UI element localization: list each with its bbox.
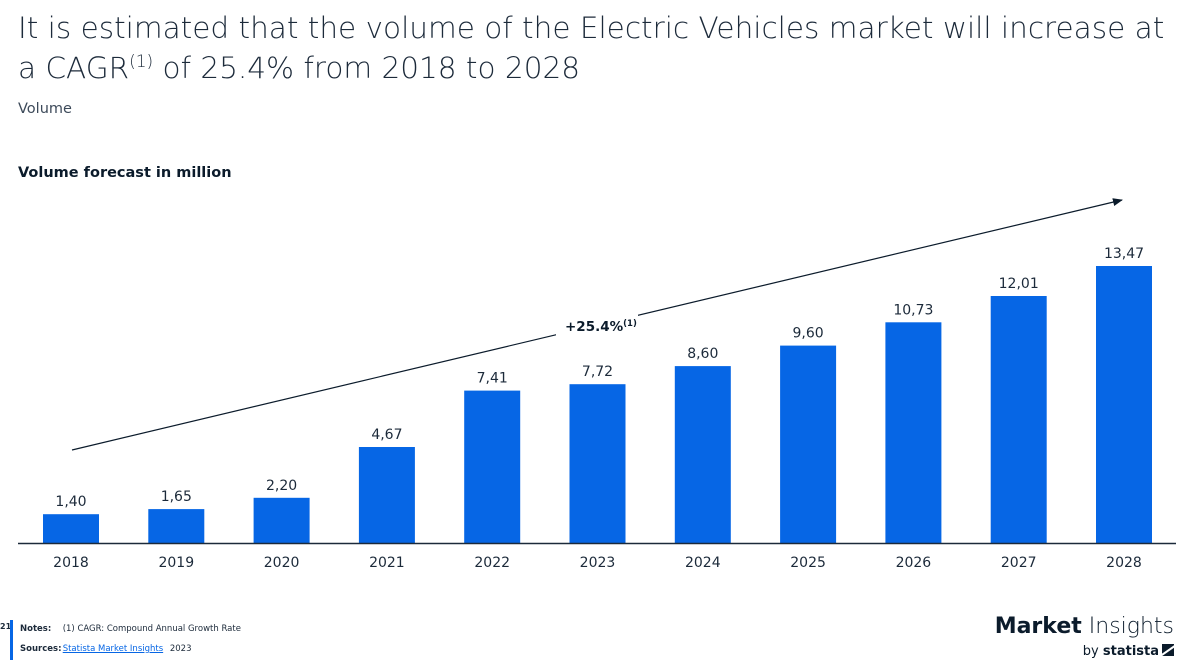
page-subtitle: Volume [18, 101, 72, 117]
bar-2023 [569, 384, 626, 543]
x-tick-2025: 2025 [790, 555, 826, 571]
x-tick-2023: 2023 [580, 555, 616, 571]
brand-word-market: Market [994, 614, 1082, 639]
data-label-2020: 2,20 [266, 478, 297, 494]
x-tick-2019: 2019 [158, 555, 194, 571]
bar-2027 [990, 296, 1047, 543]
title-footnote-marker: (1) [129, 52, 154, 73]
x-tick-2028: 2028 [1106, 555, 1142, 571]
title-end: of 25.4% from 2018 to 2028 [153, 51, 580, 85]
trend-label-background [556, 312, 638, 338]
data-label-2024: 8,60 [687, 346, 718, 362]
bar-2021 [358, 447, 415, 543]
sources-year: 2023 [169, 644, 192, 654]
sources-link[interactable]: Statista Market Insights [62, 644, 164, 654]
trend-label-sup: (1) [623, 319, 637, 329]
x-tick-2021: 2021 [369, 555, 405, 571]
brand-by: by [1082, 644, 1103, 659]
trend-label-value: +25.4% [565, 319, 624, 335]
x-tick-2026: 2026 [896, 555, 932, 571]
bar-2022 [464, 390, 521, 543]
data-label-2023: 7,72 [582, 364, 613, 380]
x-tick-2022: 2022 [474, 555, 510, 571]
data-label-2025: 9,60 [793, 326, 824, 342]
bar-2019 [148, 509, 205, 543]
data-label-2022: 7,41 [477, 371, 508, 387]
page-title: It is estimated that the volume of the E… [18, 8, 1178, 88]
trend-label: +25.4%(1) [565, 319, 637, 335]
x-tick-2027: 2027 [1001, 555, 1037, 571]
footer-accent-bar [10, 620, 13, 660]
sources-row: Sources: Statista Market Insights 2023 [20, 644, 192, 654]
chart-title: Volume forecast in million [18, 165, 232, 181]
brand-logo: Market Insights by statista [995, 613, 1174, 661]
sources-label: Sources: [20, 644, 62, 654]
data-label-2021: 4,67 [371, 427, 402, 443]
notes-row: Notes: (1) CAGR: Compound Annual Growth … [20, 624, 241, 634]
data-label-2028: 13,47 [1104, 246, 1144, 262]
brand-name: statista [1102, 644, 1159, 659]
data-label-2019: 1,65 [161, 489, 192, 505]
brand-word-insights: Insights [1081, 614, 1174, 639]
bar-2026 [885, 322, 942, 543]
data-label-2026: 10,73 [893, 302, 933, 318]
title-main: It is estimated that the volume of the E… [18, 11, 1165, 85]
x-tick-2018: 2018 [53, 555, 89, 571]
bar-2028 [1096, 266, 1152, 543]
x-tick-2024: 2024 [685, 555, 721, 571]
bar-2025 [780, 345, 837, 543]
bar-2024 [674, 366, 731, 543]
bar-2020 [253, 497, 310, 543]
notes-label: Notes: [20, 624, 52, 634]
data-label-2018: 1,40 [55, 494, 86, 510]
statista-logo-icon [1162, 644, 1174, 656]
bar-2018 [43, 514, 99, 543]
bar-chart: 1,40 1,65 2,20 4,67 7,41 7,72 8,60 9,60 10,73 12,… [18, 198, 1176, 571]
page-number: 21 [0, 622, 12, 631]
data-label-2027: 12,01 [999, 276, 1039, 292]
x-tick-2020: 2020 [264, 555, 300, 571]
notes-text: (1) CAGR: Compound Annual Growth Rate [62, 624, 241, 634]
